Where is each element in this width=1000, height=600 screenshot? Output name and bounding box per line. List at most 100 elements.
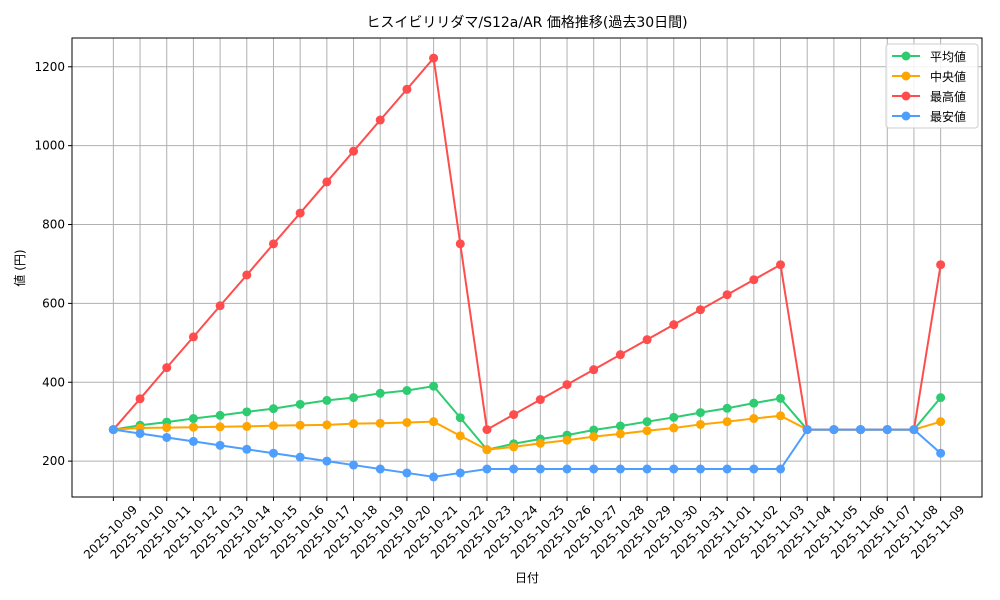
data-point xyxy=(322,456,332,466)
series-3 xyxy=(108,425,946,482)
data-point xyxy=(615,350,625,360)
data-point xyxy=(162,363,172,373)
data-point xyxy=(429,472,439,482)
data-point xyxy=(615,464,625,474)
data-point xyxy=(188,422,198,432)
chart-title: ヒスイビリリダマ/S12a/AR 価格推移(過去30日間) xyxy=(366,15,687,31)
data-point xyxy=(642,464,652,474)
data-point xyxy=(162,432,172,442)
y-axis-label: 値 (円) xyxy=(12,249,27,286)
data-point xyxy=(429,417,439,427)
data-point xyxy=(722,417,732,427)
data-point xyxy=(936,417,946,427)
data-point xyxy=(669,412,679,422)
data-point xyxy=(562,380,572,390)
y-tick-label: 1000 xyxy=(34,139,65,153)
data-point xyxy=(642,417,652,427)
data-point xyxy=(429,381,439,391)
data-point xyxy=(802,425,812,435)
data-point xyxy=(215,301,225,311)
data-point xyxy=(349,393,359,403)
data-point xyxy=(749,275,759,285)
data-point xyxy=(722,403,732,413)
data-point xyxy=(722,464,732,474)
data-point xyxy=(322,420,332,430)
data-point xyxy=(749,414,759,424)
legend-label: 平均値 xyxy=(930,49,966,64)
x-axis-label: 日付 xyxy=(515,571,539,585)
data-point xyxy=(188,332,198,342)
data-point xyxy=(402,386,412,396)
data-point xyxy=(615,421,625,431)
data-point xyxy=(669,423,679,433)
legend-marker xyxy=(901,71,911,81)
data-point xyxy=(268,404,278,414)
legend-label: 最安値 xyxy=(930,109,966,124)
data-point xyxy=(589,432,599,442)
data-point xyxy=(108,425,118,435)
data-point xyxy=(295,399,305,409)
data-point xyxy=(562,464,572,474)
data-point xyxy=(776,393,786,403)
data-point xyxy=(268,448,278,458)
data-point xyxy=(162,423,172,433)
y-tick-label: 600 xyxy=(42,296,65,310)
data-point xyxy=(615,429,625,439)
data-point xyxy=(829,425,839,435)
data-point xyxy=(589,365,599,375)
data-point xyxy=(695,419,705,429)
data-point xyxy=(562,435,572,445)
data-point xyxy=(215,422,225,432)
data-point xyxy=(749,398,759,408)
data-point xyxy=(135,429,145,439)
data-point xyxy=(188,414,198,424)
data-point xyxy=(695,408,705,418)
data-point xyxy=(402,84,412,94)
data-point xyxy=(482,464,492,474)
data-point xyxy=(429,53,439,63)
y-tick-label: 1200 xyxy=(34,60,65,74)
data-point xyxy=(776,411,786,421)
data-point xyxy=(776,260,786,270)
data-point xyxy=(642,426,652,436)
legend-label: 中央値 xyxy=(930,69,966,84)
data-point xyxy=(695,305,705,315)
data-point xyxy=(375,418,385,428)
data-point xyxy=(322,177,332,187)
data-point xyxy=(375,115,385,125)
data-point xyxy=(669,320,679,330)
data-point xyxy=(535,438,545,448)
legend-item: 平均値 xyxy=(892,49,966,64)
data-point xyxy=(295,420,305,430)
legend-label: 最高値 xyxy=(930,89,966,104)
data-point xyxy=(402,417,412,427)
data-point xyxy=(936,393,946,403)
data-point xyxy=(856,425,866,435)
data-point xyxy=(455,239,465,249)
data-point xyxy=(455,431,465,441)
y-tick-label: 400 xyxy=(42,375,65,389)
data-point xyxy=(268,421,278,431)
data-point xyxy=(215,410,225,420)
data-point xyxy=(295,208,305,218)
data-point xyxy=(215,440,225,450)
data-point xyxy=(669,464,679,474)
data-point xyxy=(776,464,786,474)
data-point xyxy=(455,413,465,423)
data-point xyxy=(749,464,759,474)
data-point xyxy=(268,239,278,249)
data-point xyxy=(242,407,252,417)
legend-box xyxy=(885,43,979,129)
y-ticks: 200 400 600 800 1000 1200 xyxy=(34,60,72,468)
series-0 xyxy=(108,381,946,455)
legend-marker xyxy=(901,111,911,121)
legend-item: 中央値 xyxy=(892,69,966,84)
legend-item: 最高値 xyxy=(892,89,966,104)
data-point xyxy=(909,425,919,435)
data-point xyxy=(695,464,705,474)
data-point xyxy=(535,395,545,405)
data-point xyxy=(375,388,385,398)
data-point xyxy=(242,270,252,280)
data-point xyxy=(402,468,412,478)
series-lines xyxy=(108,53,946,482)
